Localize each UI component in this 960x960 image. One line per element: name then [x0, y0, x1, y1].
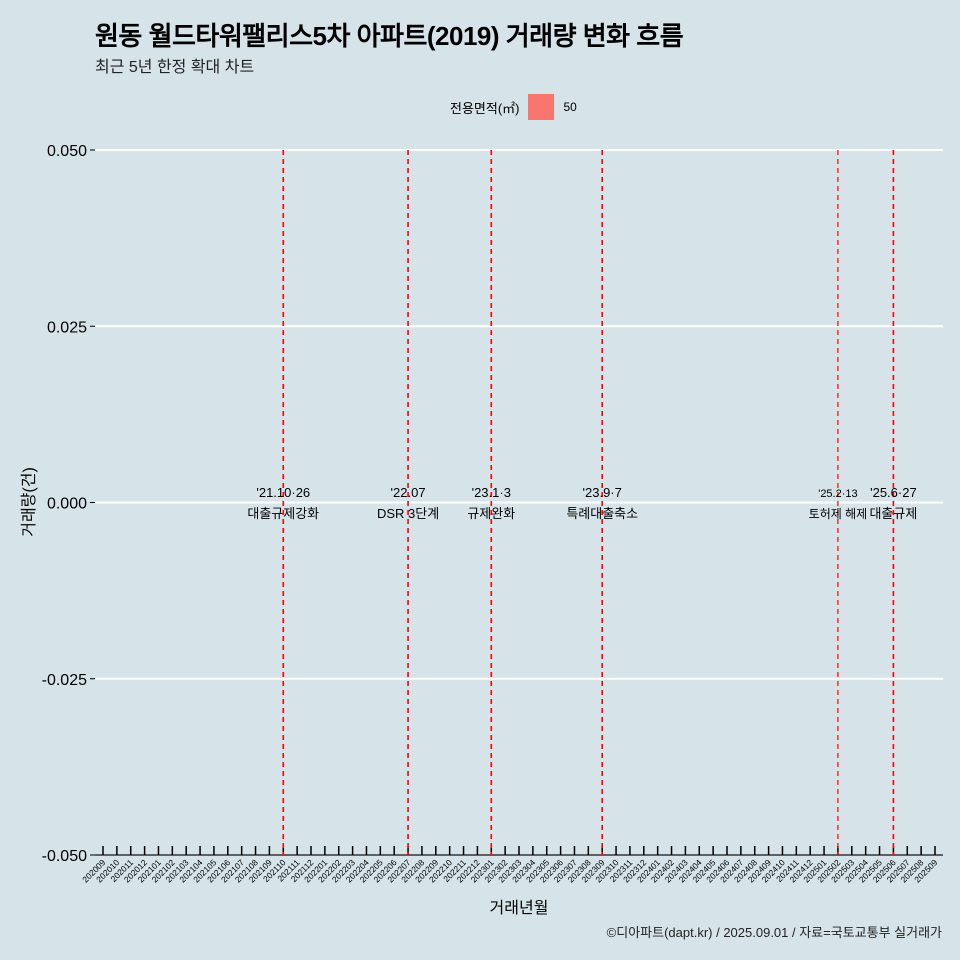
- y-tick-label: -0.025: [42, 672, 87, 689]
- event-date: '21.10·26: [256, 485, 310, 500]
- event-label: 특례대출축소: [566, 506, 638, 521]
- legend-entry: 50: [563, 100, 577, 114]
- legend: 전용면적(㎡) 50: [450, 94, 577, 120]
- caption: ©디아파트(dapt.kr) / 2025.09.01 / 자료=국토교통부 실…: [606, 925, 942, 940]
- chart-subtitle: 최근 5년 한정 확대 차트: [95, 59, 255, 76]
- event-label: 대출규제: [869, 506, 917, 521]
- event-label: DSR 3단계: [377, 506, 439, 521]
- chart-title: 원동 월드타워팰리스5차 아파트(2019) 거래량 변화 흐름: [95, 21, 684, 51]
- legend-title: 전용면적(㎡): [450, 100, 520, 116]
- event-date: '22.07: [391, 485, 426, 500]
- event-label: 규제완화: [467, 506, 515, 521]
- event-date: '23.1·3: [472, 485, 511, 500]
- y-tick-label: 0.025: [47, 319, 87, 336]
- y-axis-title: 거래량(건): [20, 467, 38, 537]
- x-axis-title: 거래년월: [490, 899, 549, 917]
- event-date: '23.9·7: [583, 485, 622, 500]
- y-tick-label: 0.000: [47, 496, 87, 513]
- y-tick-label: 0.050: [47, 143, 87, 160]
- event-label: 대출규제강화: [247, 506, 319, 521]
- event-date: '25.2·13: [818, 488, 857, 500]
- event-date: '25.6·27: [870, 485, 917, 500]
- event-label: 토허제 해제: [809, 507, 868, 521]
- legend-swatch: [527, 94, 554, 120]
- y-tick-label: -0.050: [42, 848, 87, 865]
